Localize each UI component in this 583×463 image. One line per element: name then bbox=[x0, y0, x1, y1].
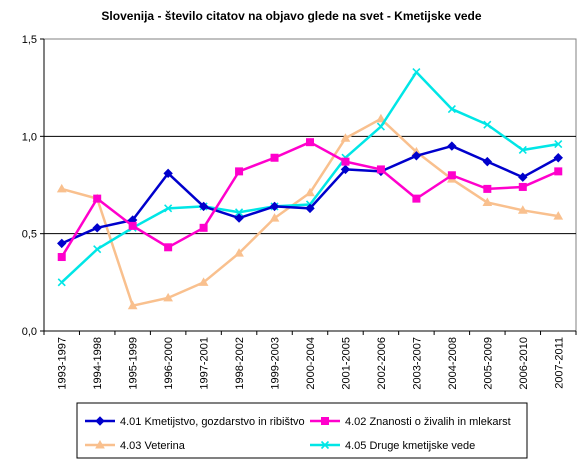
data-point-series-3 bbox=[376, 113, 386, 123]
data-point-series-4 bbox=[412, 68, 421, 77]
data-point-series-2 bbox=[93, 194, 102, 203]
legend-marker-2 bbox=[321, 417, 329, 425]
data-point-series-1 bbox=[92, 223, 102, 233]
data-point-series-1 bbox=[411, 151, 422, 161]
data-point-series-4 bbox=[376, 122, 385, 131]
data-point-series-1 bbox=[305, 203, 315, 214]
data-point-series-3 bbox=[482, 197, 493, 207]
x-tick-label: 1997-2001 bbox=[199, 337, 211, 390]
x-tick-label: 1993-1997 bbox=[57, 337, 69, 390]
legend-marker-1 bbox=[95, 416, 105, 426]
data-point-series-2 bbox=[57, 253, 66, 262]
data-point-series-3 bbox=[127, 300, 138, 310]
legend-label-3: 4.03 Veterina bbox=[120, 440, 186, 452]
data-point-series-1 bbox=[57, 238, 67, 249]
data-point-series-1 bbox=[234, 213, 244, 223]
y-tick-label: 1,0 bbox=[22, 131, 37, 143]
x-tick-label: 2005-2009 bbox=[482, 337, 494, 390]
legend-marker-3 bbox=[95, 439, 105, 449]
data-point-series-4 bbox=[518, 145, 527, 155]
data-point-series-1 bbox=[269, 201, 280, 212]
x-tick-label: 2007-2011 bbox=[553, 337, 565, 389]
legend-label-2: 4.02 Znanosti o živalih in mlekarst bbox=[345, 416, 511, 428]
data-point-series-4 bbox=[483, 120, 492, 129]
data-point-series-3 bbox=[340, 133, 351, 142]
data-point-series-3 bbox=[269, 213, 280, 222]
data-point-series-4 bbox=[235, 208, 244, 217]
data-point-series-3 bbox=[553, 211, 564, 220]
chart-title: Slovenija - število citatov na objavo gl… bbox=[101, 9, 482, 23]
x-tick-label: 2004-2008 bbox=[447, 337, 459, 390]
data-point-series-1 bbox=[447, 141, 457, 151]
data-point-series-2 bbox=[447, 171, 456, 180]
x-tick-label: 1996-2000 bbox=[163, 337, 175, 390]
legend-label-1: 4.01 Kmetijstvo, gozdarstvo in ribištvo bbox=[120, 416, 305, 428]
data-point-series-3 bbox=[305, 187, 315, 197]
y-tick-label: 0,5 bbox=[22, 229, 37, 241]
data-point-series-4 bbox=[93, 245, 102, 254]
data-point-series-3 bbox=[56, 183, 67, 193]
x-tick-label: 2006-2010 bbox=[518, 337, 530, 390]
x-tick-label: 2003-2007 bbox=[411, 337, 423, 390]
x-tick-label: 1999-2003 bbox=[270, 337, 282, 390]
data-point-series-2 bbox=[554, 167, 563, 176]
x-tick-label: 1995-1999 bbox=[128, 337, 140, 390]
x-tick-label: 2002-2006 bbox=[376, 337, 388, 390]
data-point-series-2 bbox=[199, 223, 208, 232]
data-point-series-2 bbox=[235, 167, 244, 176]
y-tick-label: 1,5 bbox=[22, 34, 37, 46]
legend-label-4: 4.05 Druge kmetijske vede bbox=[345, 440, 475, 452]
data-point-series-2 bbox=[164, 243, 173, 252]
data-point-series-2 bbox=[518, 182, 527, 191]
data-point-series-2 bbox=[306, 138, 314, 147]
data-point-series-3 bbox=[517, 205, 528, 214]
data-point-series-4 bbox=[57, 278, 66, 287]
y-tick-label: 0,0 bbox=[22, 326, 37, 338]
data-point-series-3 bbox=[234, 248, 244, 257]
data-point-series-1 bbox=[482, 156, 493, 167]
data-point-series-2 bbox=[128, 221, 137, 230]
data-point-series-1 bbox=[553, 153, 563, 163]
legend bbox=[76, 402, 528, 459]
data-point-series-1 bbox=[518, 172, 528, 182]
data-point-series-2 bbox=[270, 153, 279, 162]
data-point-series-2 bbox=[341, 157, 350, 166]
data-point-series-3 bbox=[163, 292, 173, 302]
data-point-series-1 bbox=[340, 164, 351, 175]
data-point-series-4 bbox=[447, 105, 456, 114]
data-point-series-2 bbox=[483, 184, 492, 193]
x-tick-label: 2000-2004 bbox=[305, 337, 317, 390]
data-point-series-1 bbox=[198, 201, 209, 212]
x-tick-label: 1998-2002 bbox=[234, 337, 246, 390]
data-point-series-2 bbox=[376, 165, 385, 174]
data-point-series-4 bbox=[554, 140, 563, 149]
data-point-series-3 bbox=[198, 277, 209, 286]
data-point-series-1 bbox=[163, 168, 173, 179]
x-tick-label: 2001-2005 bbox=[340, 337, 352, 390]
data-point-series-2 bbox=[412, 194, 421, 203]
legend-marker-4 bbox=[320, 440, 330, 450]
x-tick-label: 1994-1998 bbox=[92, 337, 104, 390]
data-point-series-4 bbox=[164, 204, 173, 213]
plot-area bbox=[43, 38, 577, 332]
